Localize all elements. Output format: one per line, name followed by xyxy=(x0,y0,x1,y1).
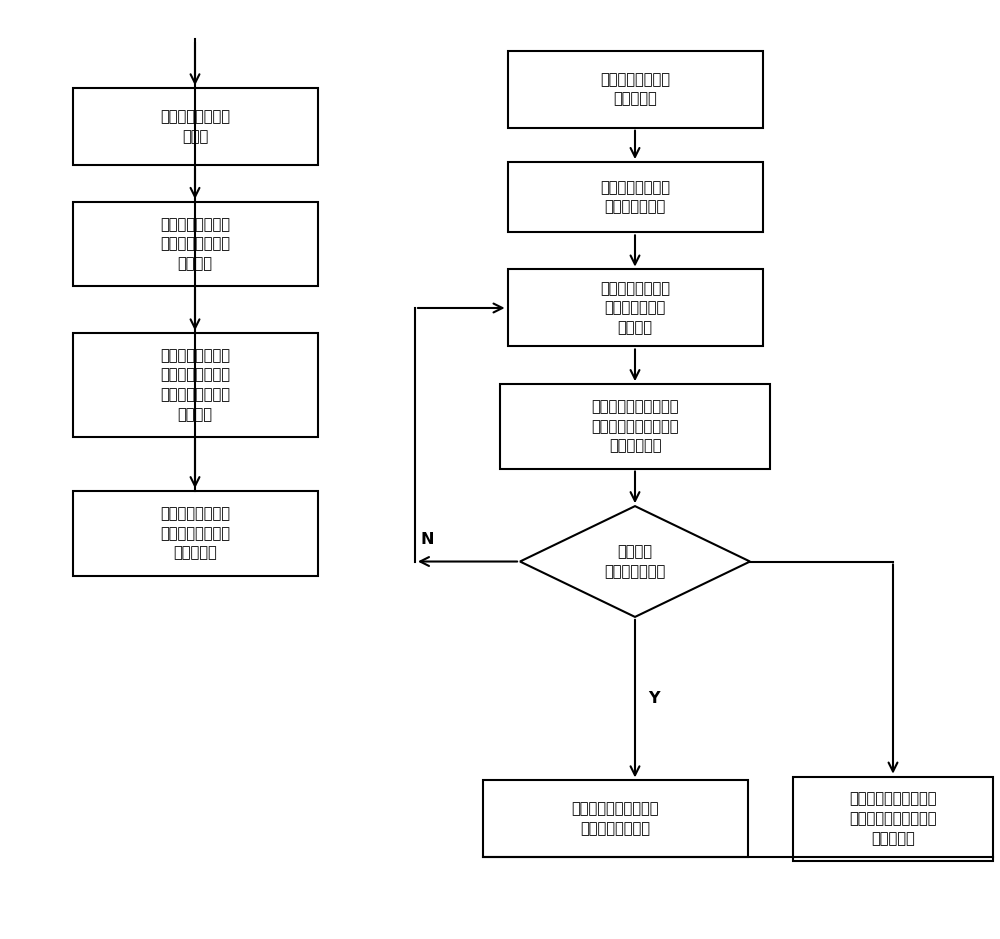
Bar xyxy=(508,51,763,128)
Bar xyxy=(73,202,318,286)
Bar xyxy=(500,384,770,469)
Bar xyxy=(73,333,318,437)
Text: 用户侧智能用电负
荷设备将控制命令
信号传送给设备内
的控制器: 用户侧智能用电负 荷设备将控制命令 信号传送给设备内 的控制器 xyxy=(160,347,230,423)
Bar xyxy=(793,777,993,861)
Text: 达到自控
控制策略要求？: 达到自控 控制策略要求？ xyxy=(604,544,666,579)
Text: 更新各条自控控制
策略的相关参数: 更新各条自控控制 策略的相关参数 xyxy=(600,179,670,215)
Text: 某几个参数符合某自控
控制策略的一个或多个
参数值要求: 某几个参数符合某自控 控制策略的一个或多个 参数值要求 xyxy=(849,792,937,846)
Text: Y: Y xyxy=(648,691,660,706)
Text: 能效间接监控装置
上电初始化: 能效间接监控装置 上电初始化 xyxy=(600,71,670,107)
Text: 某个参数符合某自控控
制策略参数值要求: 某个参数符合某自控控 制策略参数值要求 xyxy=(571,801,659,837)
Bar xyxy=(508,269,763,346)
Bar xyxy=(508,162,763,232)
Polygon shape xyxy=(520,506,750,617)
Text: 判断电能量数据、热工
量数据是否达到自控控
制策略要求？: 判断电能量数据、热工 量数据是否达到自控控 制策略要求？ xyxy=(591,399,679,454)
Text: N: N xyxy=(420,532,434,547)
Bar xyxy=(73,491,318,576)
Bar xyxy=(73,88,318,165)
Text: 采集电能量数据，
热工量数据并处
理、存储: 采集电能量数据， 热工量数据并处 理、存储 xyxy=(600,281,670,335)
Text: 设备内的控制器驱
动相关控制单元产
生控制动作: 设备内的控制器驱 动相关控制单元产 生控制动作 xyxy=(160,506,230,561)
Text: 执行相应的自控控
制策略: 执行相应的自控控 制策略 xyxy=(160,109,230,145)
Bar xyxy=(482,780,748,857)
Text: 向用户侧智能用电
负荷设备发送控制
命令信号: 向用户侧智能用电 负荷设备发送控制 命令信号 xyxy=(160,217,230,271)
